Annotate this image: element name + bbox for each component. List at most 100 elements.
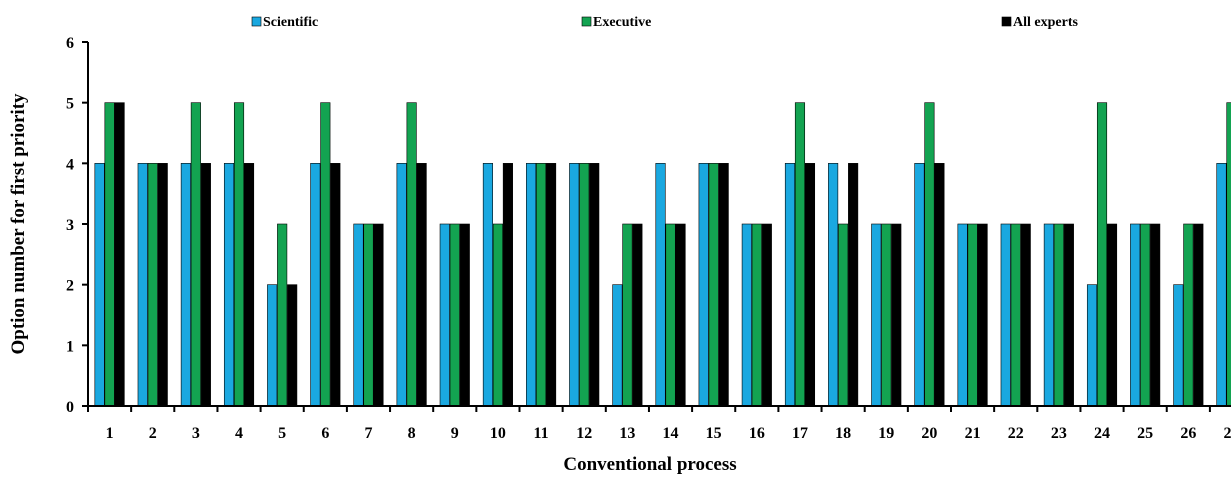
x-tick-label-25: 25 (1137, 425, 1153, 442)
y-tick-label-0: 0 (66, 399, 74, 416)
bar-all-experts-10 (502, 163, 513, 407)
bar-executive-3 (190, 102, 201, 407)
x-tick-label-15: 15 (706, 425, 722, 442)
x-tick-label-19: 19 (878, 425, 894, 442)
bar-scientific-23 (1043, 223, 1054, 407)
bar-all-experts-25 (1150, 223, 1161, 407)
bar-all-experts-1 (114, 102, 125, 407)
bar-scientific-27 (1216, 163, 1227, 407)
bar-executive-8 (406, 102, 417, 407)
bar-executive-1 (104, 102, 115, 407)
bar-all-experts-17 (804, 163, 816, 407)
bar-executive-18 (838, 223, 849, 407)
bar-all-experts-2 (157, 163, 168, 407)
bar-scientific-13 (612, 284, 623, 407)
bar-all-experts-9 (459, 223, 470, 407)
bar-scientific-6 (310, 163, 321, 407)
bar-executive-13 (622, 223, 633, 407)
y-tick-label-6: 6 (66, 35, 74, 52)
bar-all-experts-5 (287, 284, 298, 407)
y-tick-label-3: 3 (66, 217, 74, 234)
bar-scientific-19 (871, 223, 882, 407)
bar-all-experts-8 (416, 163, 427, 407)
bar-executive-12 (579, 163, 590, 407)
x-tick-label-23: 23 (1051, 425, 1067, 442)
x-tick-label-5: 5 (278, 425, 286, 442)
x-tick-label-17: 17 (792, 425, 808, 442)
bar-executive-2 (147, 163, 158, 407)
bar-executive-6 (320, 102, 331, 407)
legend-swatch-all-experts (1001, 16, 1012, 27)
legend-label-all-experts: All experts (1013, 15, 1078, 30)
bar-scientific-16 (741, 223, 752, 407)
x-tick-label-14: 14 (663, 425, 679, 442)
bar-scientific-26 (1173, 284, 1184, 407)
bar-executive-20 (924, 102, 935, 407)
bar-scientific-11 (526, 163, 537, 407)
x-tick-label-8: 8 (408, 425, 416, 442)
bar-scientific-8 (396, 163, 407, 407)
x-tick-label-1: 1 (106, 425, 114, 442)
bar-executive-24 (1096, 102, 1108, 407)
bar-scientific-18 (828, 163, 839, 407)
bar-scientific-25 (1130, 223, 1141, 407)
legend-swatch-scientific (251, 16, 262, 27)
bar-scientific-22 (1000, 223, 1011, 407)
x-tick-label-20: 20 (921, 425, 937, 442)
legend-label-executive: Executive (593, 15, 651, 30)
y-tick-label-2: 2 (66, 278, 74, 295)
bar-executive-15 (708, 163, 719, 407)
x-tick-label-12: 12 (576, 425, 592, 442)
bar-executive-23 (1053, 223, 1064, 407)
y-tick-label-4: 4 (66, 156, 74, 173)
bar-all-experts-4 (243, 163, 255, 407)
bar-executive-21 (967, 223, 978, 407)
bar-scientific-5 (267, 284, 278, 407)
x-axis-title: Conventional process (563, 454, 736, 475)
bar-executive-25 (1140, 223, 1151, 407)
x-tick-label-7: 7 (364, 425, 372, 442)
legend: Scientific Executive All experts (251, 15, 1078, 30)
bar-executive-4 (233, 102, 245, 407)
bar-scientific-12 (569, 163, 580, 407)
x-tick-label-24: 24 (1094, 425, 1110, 442)
legend-swatch-executive (581, 16, 592, 27)
x-tick-label-11: 11 (534, 425, 549, 442)
bar-executive-10 (492, 223, 503, 407)
x-tick-label-22: 22 (1008, 425, 1024, 442)
bar-all-experts-7 (373, 223, 384, 407)
x-tick-label-10: 10 (490, 425, 506, 442)
bar-executive-16 (751, 223, 762, 407)
bar-all-experts-24 (1106, 223, 1118, 407)
bar-scientific-10 (482, 163, 493, 407)
bar-executive-9 (449, 223, 460, 407)
bar-all-experts-16 (761, 223, 772, 407)
bar-executive-7 (363, 223, 374, 407)
bar-scientific-24 (1086, 284, 1098, 407)
y-tick-label-1: 1 (66, 338, 74, 355)
bar-scientific-9 (439, 223, 450, 407)
bar-all-experts-12 (589, 163, 600, 407)
bar-scientific-21 (957, 223, 968, 407)
bar-all-experts-6 (330, 163, 341, 407)
bar-scientific-20 (914, 163, 925, 407)
bar-executive-14 (665, 223, 676, 407)
bar-executive-26 (1183, 223, 1194, 407)
bar-executive-27 (1226, 102, 1231, 407)
x-tick-label-13: 13 (619, 425, 635, 442)
bar-all-experts-23 (1063, 223, 1074, 407)
legend-label-scientific: Scientific (263, 15, 318, 30)
bar-all-experts-18 (848, 163, 859, 407)
bar-scientific-1 (94, 163, 105, 407)
bar-all-experts-21 (977, 223, 988, 407)
x-tick-label-18: 18 (835, 425, 851, 442)
bar-scientific-15 (698, 163, 709, 407)
x-tick-label-2: 2 (149, 425, 157, 442)
bar-executive-17 (794, 102, 806, 407)
bar-scientific-17 (784, 163, 796, 407)
x-tick-label-27: 27 (1223, 425, 1231, 442)
bar-all-experts-22 (1020, 223, 1031, 407)
bars (94, 102, 1231, 407)
